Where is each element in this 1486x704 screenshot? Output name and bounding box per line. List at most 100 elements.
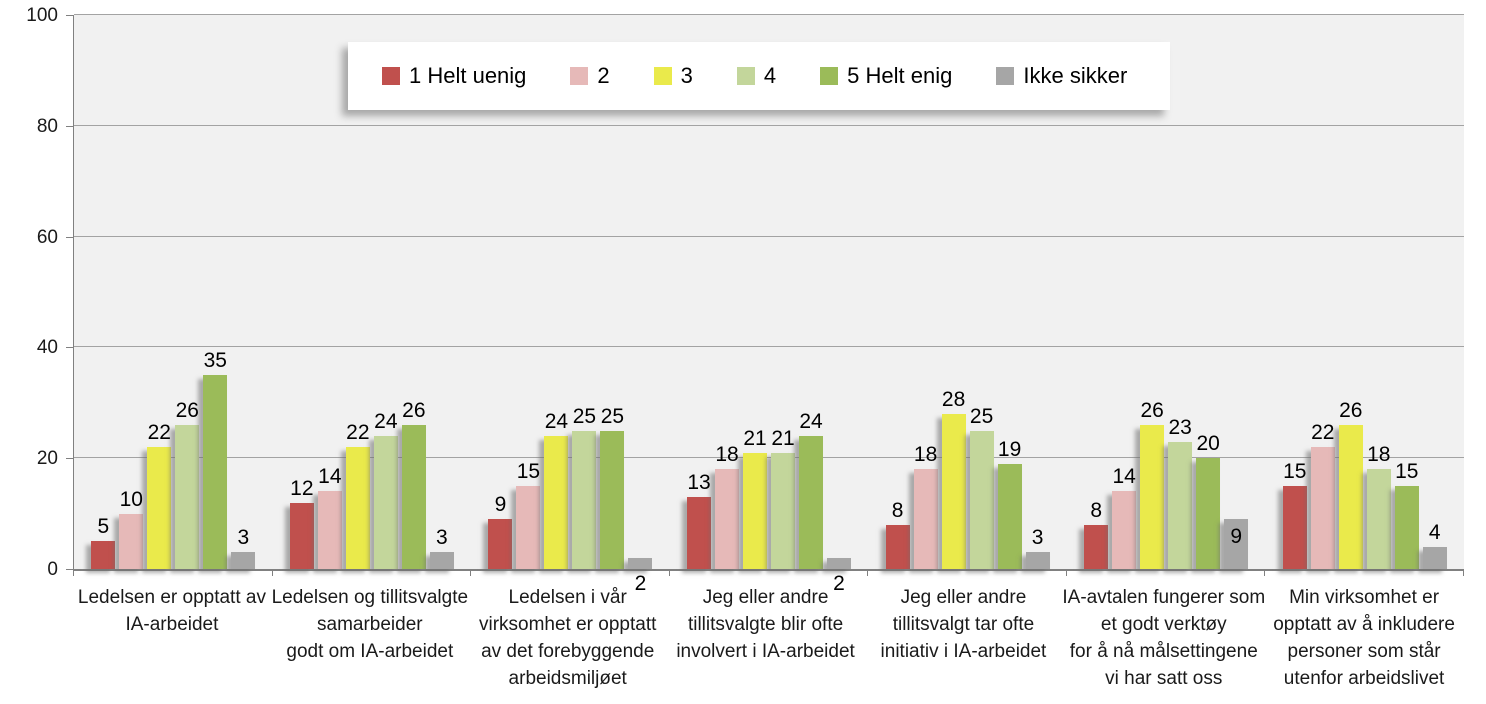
legend-label: 2	[597, 63, 610, 88]
bar: 15	[1282, 461, 1307, 569]
legend-swatch-icon	[820, 67, 839, 85]
bar: 26	[175, 400, 200, 569]
bar-value-label: 15	[516, 459, 541, 483]
bar: 25	[969, 406, 994, 569]
category-label-line: godt om IA-arbeidet	[286, 641, 454, 662]
legend-item: 3	[653, 63, 693, 89]
bar-group-3: 9 15 24 25 25 2	[471, 15, 670, 594]
bar-value-label: 13	[687, 470, 711, 494]
category-label-2: Ledelsen og tillitsvalgte samarbeider godt…	[271, 584, 469, 692]
category-label-line: tillitsvalgt tar ofte	[892, 614, 1035, 635]
gridline-80	[74, 124, 1464, 126]
bar-group-5: 8 18 28 25 19 3	[868, 15, 1067, 569]
category-label-line: Jeg eller andre	[702, 587, 829, 608]
x-axis-tick	[1463, 570, 1464, 576]
bar-value-label: 35	[203, 349, 227, 373]
bar-value-label: 18	[913, 443, 938, 467]
y-axis-label-40: 40	[36, 337, 58, 359]
category-label-7: Min virksomhet er opptatt av å inkludere p…	[1265, 584, 1463, 692]
category-label-line: arbeidsmiljøet	[508, 668, 627, 689]
bar-value-label: 14	[1112, 465, 1136, 489]
gridline-40	[74, 346, 1464, 348]
bar-value-label: 4	[1428, 520, 1441, 544]
bar-value-label: 2	[634, 572, 647, 595]
bar-value-label: 22	[147, 421, 171, 445]
x-axis-tick	[271, 570, 273, 576]
bar: 20	[1196, 433, 1221, 569]
category-label-line: samarbeider	[317, 614, 423, 635]
y-axis-label-60: 60	[36, 226, 58, 248]
category-label-line: vi har satt oss	[1105, 668, 1223, 689]
bar-value-label: 26	[1140, 398, 1164, 422]
y-axis-tick	[66, 236, 73, 238]
category-label-line: Ledelsen er opptatt av	[77, 587, 266, 608]
y-axis-label-0: 0	[47, 559, 58, 580]
category-label-line: Ledelsen og tillitsvalgte	[271, 587, 469, 608]
category-label-5: Jeg eller andre tillitsvalgt tar ofte init…	[865, 584, 1063, 692]
gridline-20	[74, 457, 1464, 459]
bar: 15	[1394, 461, 1419, 569]
bar-value-label: 26	[175, 398, 199, 422]
bar-value-label: 19	[997, 437, 1022, 461]
y-axis-tick	[66, 125, 73, 127]
legend-label: 3	[680, 63, 693, 88]
bar-value-label: 9	[1230, 525, 1243, 549]
bar: 21	[771, 428, 796, 569]
bar-value-label: 20	[1196, 432, 1220, 456]
bar: 8	[1084, 500, 1109, 569]
legend-item: Ikke sikker	[996, 63, 1127, 89]
category-label-line: IA-avtalen fungerer som	[1062, 587, 1266, 608]
bar-value-label: 24	[799, 410, 823, 434]
category-label-line: Min virksomhet er	[1289, 587, 1440, 608]
category-label-line: initiativ i IA-arbeidet	[880, 641, 1047, 662]
bar-value-label: 15	[1283, 459, 1307, 483]
category-label-1: Ledelsen er opptatt av IA-arbeidet	[73, 584, 271, 692]
category-label-line: for å nå målsettingene	[1069, 641, 1258, 662]
bar-value-label: 18	[1367, 443, 1391, 467]
bar: 24	[799, 411, 824, 569]
legend-item: 4	[736, 63, 777, 89]
legend-swatch-icon	[996, 67, 1015, 85]
bar-value-label: 8	[1090, 498, 1103, 522]
bar: 13	[687, 472, 712, 569]
bar: 2	[827, 557, 852, 594]
y-axis: 0 20 40 60 80 100	[0, 0, 64, 704]
bar-value-label: 5	[97, 515, 110, 539]
bar: 10	[119, 489, 144, 569]
bar: 18	[1366, 444, 1391, 569]
bar-value-label: 8	[891, 498, 904, 522]
bar-value-label: 2	[833, 572, 845, 595]
category-label-3: Ledelsen i vår virksomhet er opptatt av de…	[469, 584, 667, 692]
legend-label: 4	[763, 63, 777, 88]
bar: 35	[203, 350, 228, 569]
category-label-line: utenfor arbeidslivet	[1283, 668, 1445, 689]
x-axis-tick	[73, 570, 74, 576]
bar: 14	[1112, 466, 1137, 569]
bar: 8	[885, 500, 910, 569]
category-label-line: Jeg eller andre	[900, 587, 1027, 608]
category-label-line: et godt verktøy	[1100, 614, 1227, 635]
bar-value-label: 24	[544, 410, 569, 434]
bar-group-6: 8 14 26 23 20 9	[1067, 15, 1266, 569]
x-axis: Ledelsen er opptatt av IA-arbeidet Ledelse…	[73, 584, 1463, 692]
bar-value-label: 3	[237, 526, 250, 550]
y-axis-tick	[66, 15, 73, 16]
bar-group-7: 15 22 26 18 15 4	[1265, 15, 1464, 569]
bar-value-label: 15	[1395, 459, 1419, 483]
category-label-line: IA-arbeidet	[125, 614, 219, 635]
legend-item: 1 Helt uenig	[382, 63, 526, 89]
y-axis-tick	[66, 458, 73, 460]
legend-item: 2	[570, 63, 610, 89]
category-label-line: av det forebyggende	[481, 641, 655, 662]
bar: 26	[1338, 400, 1363, 569]
bar: 4	[1422, 522, 1447, 569]
bar-group-1: 5 10 22 26 35 3	[74, 15, 273, 569]
bar: 14	[317, 466, 342, 569]
bar-value-label: 26	[402, 398, 426, 422]
bar: 2	[628, 557, 653, 594]
bar: 24	[544, 411, 569, 569]
bar: 22	[345, 422, 370, 569]
bar: 9	[1224, 519, 1249, 569]
category-label-line: opptatt av å inkludere	[1273, 614, 1455, 635]
